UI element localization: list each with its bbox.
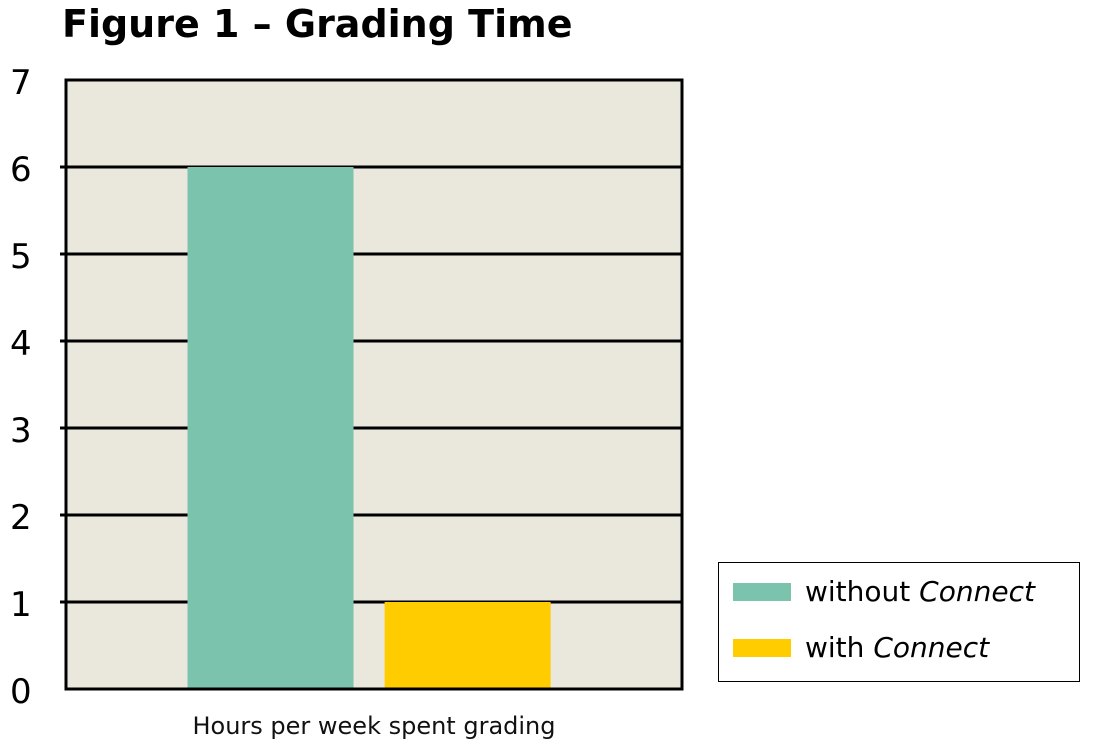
legend-swatch-without-connect: [733, 582, 791, 601]
y-tick-label: 2: [10, 498, 32, 538]
y-tick-label: 3: [10, 411, 32, 451]
legend-label-without-connect: without Connect: [805, 575, 1035, 608]
legend-label-with-connect: with Connect: [805, 631, 990, 664]
plot-area: [66, 80, 682, 689]
x-axis-label: Hours per week spent grading: [192, 712, 556, 740]
y-tick-label: 1: [10, 585, 32, 625]
y-tick-label: 0: [10, 672, 32, 712]
y-tick-label: 7: [10, 63, 32, 103]
bars: [187, 167, 551, 689]
legend-swatch-with-connect: [733, 638, 791, 657]
bar-with-connect: [384, 602, 551, 689]
y-axis-ticks: 0 1 2 3 4 5 6 7: [10, 63, 32, 712]
plot-frame: [64, 78, 684, 691]
legend: without Connect with Connect: [718, 562, 1080, 682]
bar-without-connect: [187, 167, 354, 689]
legend-item-without-connect: without Connect: [733, 575, 1035, 608]
chart-title: Figure 1 – Grading Time: [62, 2, 573, 46]
y-tick-label: 4: [10, 324, 32, 364]
y-tick-label: 5: [10, 237, 32, 277]
legend-item-with-connect: with Connect: [733, 631, 989, 664]
gridlines: [60, 165, 682, 604]
y-tick-label: 6: [10, 150, 32, 190]
